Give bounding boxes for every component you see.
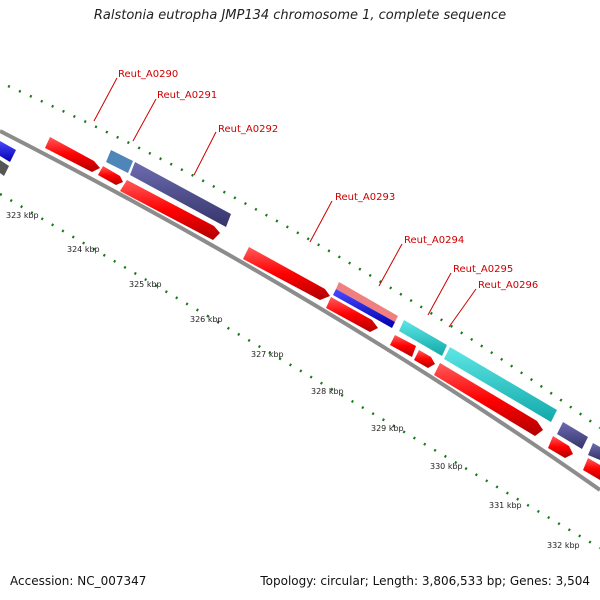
sequence-summary: Topology: circular; Length: 3,806,533 bp…	[260, 574, 590, 588]
outer-tick-ring	[7, 84, 600, 430]
gene-label-reut-a0294: Reut_A0294	[404, 235, 464, 246]
gene-feature-reut-a0295	[399, 320, 447, 356]
gene-feature-red-long-1	[120, 180, 220, 240]
gene-feature-reut-a0292	[130, 162, 231, 227]
gene-feature-red-short-1	[390, 335, 416, 357]
gene-feature-reut-a0296	[444, 347, 557, 422]
kbp-label: 324 kbp	[67, 245, 100, 254]
map-title: Ralstonia eutropha JMP134 chromosome 1, …	[93, 8, 507, 23]
gene-feature-red-small	[98, 166, 123, 185]
kbp-label: 326 kbp	[190, 315, 223, 324]
kbp-label: 325 kbp	[129, 280, 162, 289]
gene-feature-blue-left	[0, 141, 16, 162]
inner-tick-ring	[0, 192, 600, 550]
kbp-label: 329 kbp	[371, 424, 404, 433]
kbp-label: 323 kbp	[6, 211, 39, 220]
gene-label-reut-a0291: Reut_A0291	[157, 90, 217, 101]
gene-feature-reut-a0293	[243, 247, 330, 300]
gene-feature-reut-a0294-blue	[333, 289, 395, 328]
accession-label: Accession: NC_007347	[10, 574, 147, 588]
gene-feature-reut-a0291	[106, 150, 133, 173]
gene-label-reut-a0295: Reut_A0295	[453, 264, 513, 275]
gene-feature-reut-a0290	[45, 137, 100, 172]
gene-label-reut-a0292: Reut_A0292	[218, 124, 278, 135]
gene-feature-red-right	[548, 436, 573, 458]
gene-feature-red-far-right	[583, 458, 600, 480]
kbp-label: 330 kbp	[430, 462, 463, 471]
gene-feature-reut-a0294-salmon	[336, 282, 398, 322]
gene-label-reut-a0293: Reut_A0293	[335, 192, 395, 203]
gene-label-reut-a0296: Reut_A0296	[478, 280, 538, 291]
gene-feature-gray-left	[0, 160, 9, 176]
kbp-label: 327 kbp	[251, 350, 284, 359]
kbp-label: 331 kbp	[489, 501, 522, 510]
label-leaders	[93, 77, 477, 328]
gene-feature-red-long-2	[434, 363, 543, 436]
gene-feature-red-short-2	[414, 350, 435, 368]
chromosome-backbone	[0, 129, 600, 492]
kbp-label: 328 kbp	[311, 387, 344, 396]
kbp-label: 332 kbp	[547, 541, 580, 550]
gene-feature-purple-right-1	[557, 422, 588, 449]
gene-label-reut-a0290: Reut_A0290	[118, 69, 178, 80]
gene-feature-red-mid	[326, 297, 378, 332]
gene-feature-purple-right-2	[588, 443, 600, 460]
